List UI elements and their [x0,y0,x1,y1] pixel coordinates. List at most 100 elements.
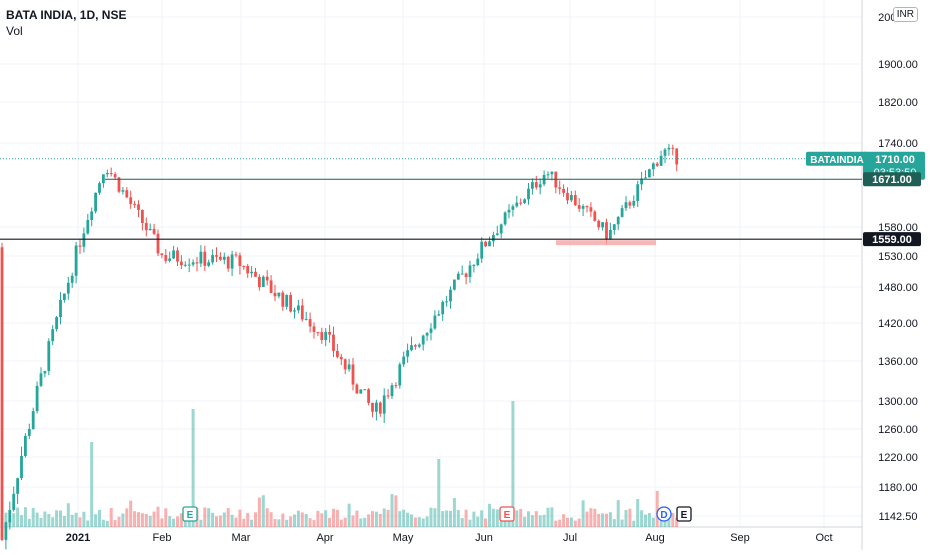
volume-bar [402,509,406,527]
candle-body [332,334,335,351]
volume-bar [406,512,410,527]
candle-body [39,373,43,386]
price-tick-label: 1480.00 [878,282,918,294]
volume-bar [168,516,172,527]
candle-body [199,251,203,264]
volume-bar [226,508,230,527]
volume-bar [569,517,573,527]
symbol-tag-bg [806,151,868,166]
candle-body [573,195,577,206]
candle-body [222,256,226,260]
candle-body [601,222,604,228]
candle-body [320,332,324,340]
last-price-label: 1710.00 [875,154,915,166]
candle-body [47,341,51,372]
volume-bar [101,519,105,527]
candle-body [433,315,437,329]
volume-bar [616,500,620,527]
candle-body [16,478,19,494]
candle-body [355,384,359,394]
volume-bar [546,507,550,527]
volume-bar [273,518,277,527]
candle-body [31,411,35,430]
candle-body [593,211,597,221]
volume-bar [394,495,398,527]
event-marker-label: E [187,510,194,521]
candle-body [152,228,156,234]
candle-body [250,271,253,274]
candle-body [605,222,608,240]
volume-bar [0,517,4,527]
time-tick-label: Oct [815,532,832,544]
candle-body [441,301,445,315]
price-tick-label: 1142.50 [879,511,918,523]
candle-body [609,229,612,240]
candle-body [90,211,94,221]
volume-bar [527,511,530,527]
candle-body [624,202,628,209]
candle-body [402,356,406,365]
candle-body [246,265,250,274]
volume-bar [207,508,211,527]
candle-body [562,188,565,193]
candle-body [453,279,456,290]
candle-body [27,429,31,436]
candle-body [503,212,507,225]
candle-body [8,509,12,523]
candle-body [648,169,651,178]
candle-body [285,295,289,307]
volume-bar [675,517,679,527]
volume-bar [23,507,27,527]
time-tick-label: 2021 [66,532,90,544]
event-marker [676,506,692,522]
volume-bar [351,515,355,527]
candle-body [98,183,101,193]
volume-bar [74,512,78,527]
volume-bar [605,513,608,527]
volume-bar [417,517,421,527]
candle-body [367,389,370,403]
candle-body [655,163,659,166]
volume-bar [585,511,589,527]
candle-body [258,276,261,288]
volume-bar [378,513,382,527]
volume-bar [121,513,125,527]
volume-bar [55,510,59,527]
price-tick-label: 1300.00 [878,396,918,408]
currency-badge[interactable]: INR [892,7,918,22]
volume-bar [519,508,523,527]
volume-bar [257,497,261,527]
volume-bar [464,509,468,527]
candle-body [191,262,195,265]
price-tick-label: 1360.00 [878,356,918,368]
candle-body [371,402,374,412]
candle-body [74,245,78,276]
volume-bar [230,514,234,527]
volume-bar [437,459,441,527]
volume-bar [347,503,351,527]
volume-bar [324,510,328,527]
volume-bar [523,516,527,527]
volume-bar [515,510,519,527]
volume-bar [78,517,82,527]
volume-bar [491,508,495,527]
volume-bar [374,511,378,527]
volume-bar [113,519,117,527]
volume-bar [550,507,554,527]
support-label-bg [863,232,921,247]
candle-body [265,276,269,281]
volume-bar [31,508,35,527]
volume-bar [429,507,433,527]
candle-body [527,188,530,200]
candle-body [523,199,526,204]
candle-body [558,187,562,189]
volume-bar [558,519,562,527]
candle-body [488,241,491,247]
candle-body [507,209,511,213]
candle-body [612,224,616,230]
candle-body [406,350,409,357]
candle-body [480,241,484,259]
volume-bar [312,520,316,527]
